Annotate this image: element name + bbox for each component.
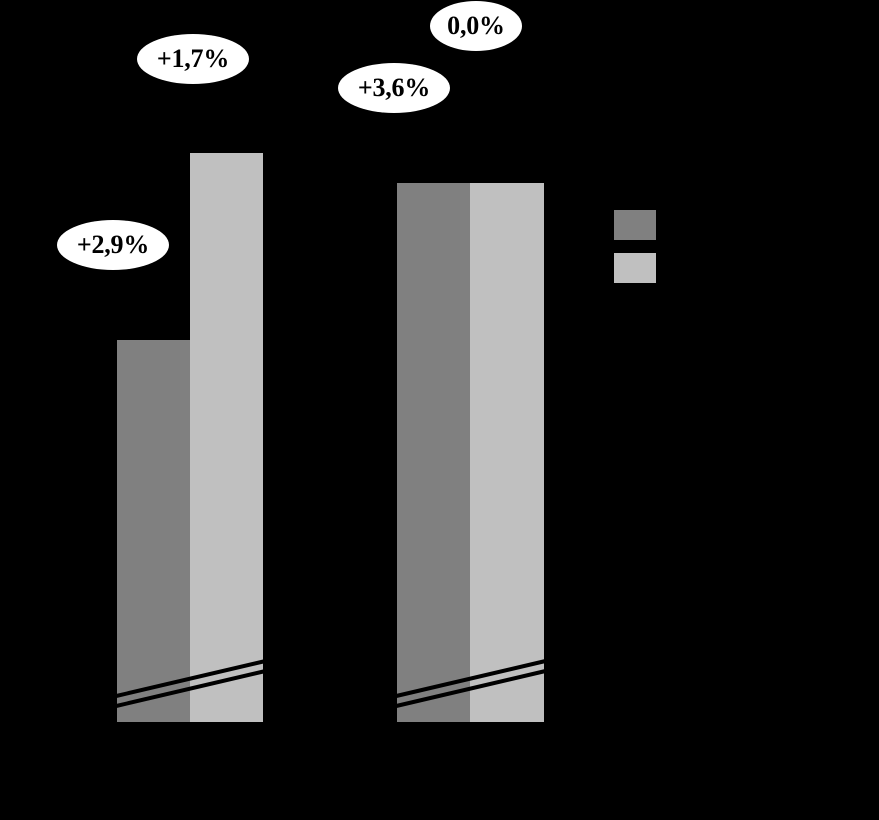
callout-growth-group-1-light: +1,7% xyxy=(137,34,249,84)
legend-item-series-light[interactable] xyxy=(614,253,668,283)
callout-growth-group-2-dark: +3,6% xyxy=(338,63,450,113)
bar-group-2-series-light[interactable] xyxy=(470,183,544,722)
callout-growth-group-1-dark: +2,9% xyxy=(57,220,169,270)
bar-group-1-series-dark[interactable] xyxy=(117,340,190,722)
legend-swatch-series-light xyxy=(614,253,656,283)
callout-growth-group-2-light: 0,0% xyxy=(430,1,522,51)
bar-group-2-series-dark[interactable] xyxy=(397,183,470,722)
legend-item-series-dark[interactable] xyxy=(614,210,668,240)
legend-swatch-series-dark xyxy=(614,210,656,240)
bar-group-1-series-light[interactable] xyxy=(190,153,263,722)
